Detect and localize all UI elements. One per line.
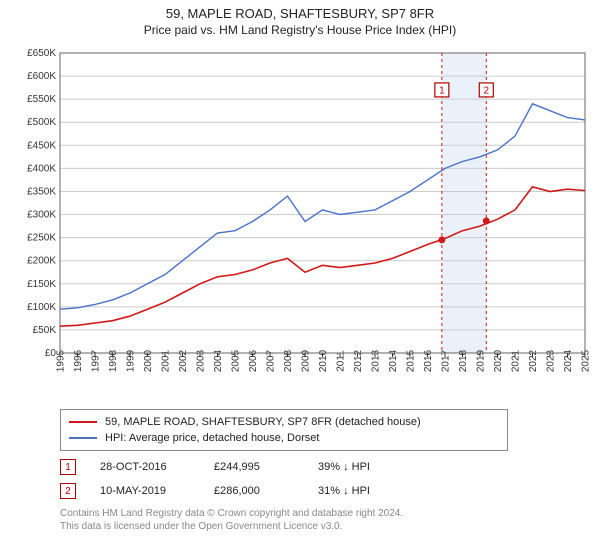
svg-text:£650K: £650K: [27, 48, 56, 59]
chart-area: £0£50K£100K£150K£200K£250K£300K£350K£400…: [10, 43, 590, 403]
sale-delta-1: 39% ↓ HPI: [318, 461, 370, 473]
credits-line1: Contains HM Land Registry data © Crown c…: [60, 507, 590, 520]
sale-date-1: 28-OCT-2016: [100, 461, 190, 473]
legend-box: 59, MAPLE ROAD, SHAFTESBURY, SP7 8FR (de…: [60, 409, 508, 451]
credits: Contains HM Land Registry data © Crown c…: [60, 507, 590, 533]
sale-marker-1: 1: [60, 459, 76, 475]
sale-price-1: £244,995: [214, 461, 294, 473]
legend-swatch-hpi: [69, 437, 97, 439]
credits-line2: This data is licensed under the Open Gov…: [60, 520, 590, 533]
chart-svg: £0£50K£100K£150K£200K£250K£300K£350K£400…: [10, 43, 590, 403]
legend-label-price-paid: 59, MAPLE ROAD, SHAFTESBURY, SP7 8FR (de…: [105, 416, 421, 428]
svg-text:£550K: £550K: [27, 94, 56, 105]
svg-text:1: 1: [439, 85, 445, 96]
svg-text:£350K: £350K: [27, 186, 56, 197]
chart-title-block: 59, MAPLE ROAD, SHAFTESBURY, SP7 8FR Pri…: [10, 6, 590, 37]
sale-row-2: 2 10-MAY-2019 £286,000 31% ↓ HPI: [60, 483, 590, 499]
svg-text:£400K: £400K: [27, 163, 56, 174]
legend-item-price-paid: 59, MAPLE ROAD, SHAFTESBURY, SP7 8FR (de…: [69, 414, 499, 430]
svg-text:£600K: £600K: [27, 71, 56, 82]
svg-text:£200K: £200K: [27, 256, 56, 267]
svg-text:£300K: £300K: [27, 210, 56, 221]
sale-delta-2: 31% ↓ HPI: [318, 485, 370, 497]
svg-text:£150K: £150K: [27, 279, 56, 290]
legend-item-hpi: HPI: Average price, detached house, Dors…: [69, 430, 499, 446]
chart-title-address: 59, MAPLE ROAD, SHAFTESBURY, SP7 8FR: [10, 6, 590, 21]
svg-text:£50K: £50K: [33, 325, 57, 336]
chart-title-subtitle: Price paid vs. HM Land Registry's House …: [10, 23, 590, 37]
svg-text:£250K: £250K: [27, 233, 56, 244]
legend-swatch-price-paid: [69, 421, 97, 423]
svg-text:£500K: £500K: [27, 117, 56, 128]
svg-text:£450K: £450K: [27, 140, 56, 151]
svg-text:£100K: £100K: [27, 302, 56, 313]
sale-date-2: 10-MAY-2019: [100, 485, 190, 497]
sale-price-2: £286,000: [214, 485, 294, 497]
sale-marker-2: 2: [60, 483, 76, 499]
sale-row-1: 1 28-OCT-2016 £244,995 39% ↓ HPI: [60, 459, 590, 475]
legend-label-hpi: HPI: Average price, detached house, Dors…: [105, 432, 319, 444]
svg-text:2: 2: [484, 85, 490, 96]
